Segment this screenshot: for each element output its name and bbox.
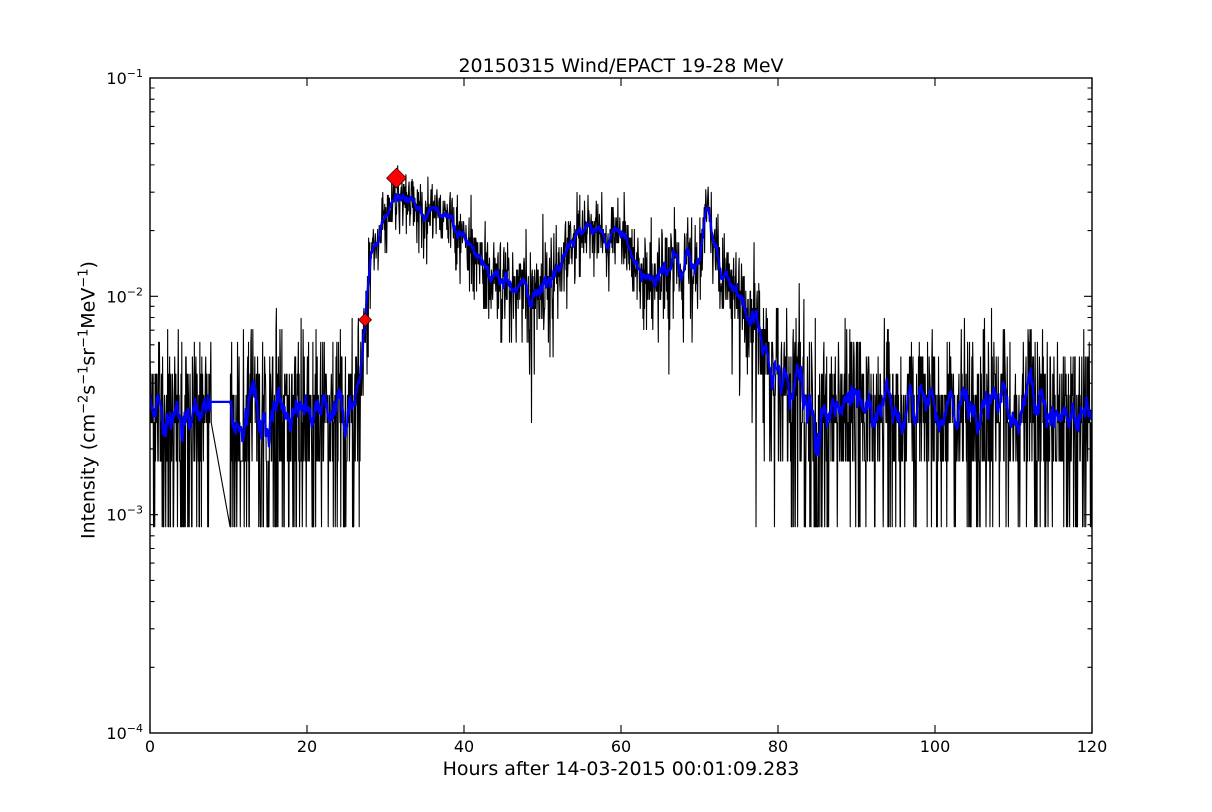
y-tick-label: 10−4 xyxy=(106,722,143,743)
y-tick-label: 10−1 xyxy=(106,67,143,88)
ylabel-text: Intensity (cm xyxy=(77,413,100,539)
ylabel-text: s xyxy=(77,384,100,395)
raw-intensity-trace xyxy=(150,165,1092,528)
ylabel-exponent: −2 xyxy=(76,394,92,414)
x-tick-label: 100 xyxy=(920,737,951,756)
chart-title: 20150315 Wind/EPACT 19-28 MeV xyxy=(458,55,784,77)
ylabel-text: ) xyxy=(77,261,100,269)
ylabel-exponent: −1 xyxy=(76,328,92,348)
x-tick-label: 80 xyxy=(768,737,788,756)
x-tick-label: 120 xyxy=(1077,737,1108,756)
x-tick-label: 20 xyxy=(297,737,317,756)
y-tick-label: 10−3 xyxy=(106,504,143,525)
ylabel-exponent: −1 xyxy=(76,365,92,385)
x-tick-label: 0 xyxy=(145,737,155,756)
x-tick-label: 60 xyxy=(611,737,631,756)
y-axis-label: Intensity (cm−2s−1sr−1MeV−1) xyxy=(76,261,99,539)
smoothed-intensity-trace xyxy=(150,193,1092,457)
axis-ticks xyxy=(149,77,1093,734)
x-axis-label: Hours after 14-03-2015 00:01:09.283 xyxy=(442,758,800,780)
peak-marker-diamond xyxy=(386,167,407,189)
ylabel-text: sr xyxy=(77,347,100,366)
onset-marker-diamond xyxy=(358,312,373,327)
ylabel-text: MeV xyxy=(77,287,100,329)
y-tick-label: 10−2 xyxy=(106,285,143,306)
ylabel-exponent: −1 xyxy=(76,268,92,288)
x-tick-label: 40 xyxy=(454,737,474,756)
